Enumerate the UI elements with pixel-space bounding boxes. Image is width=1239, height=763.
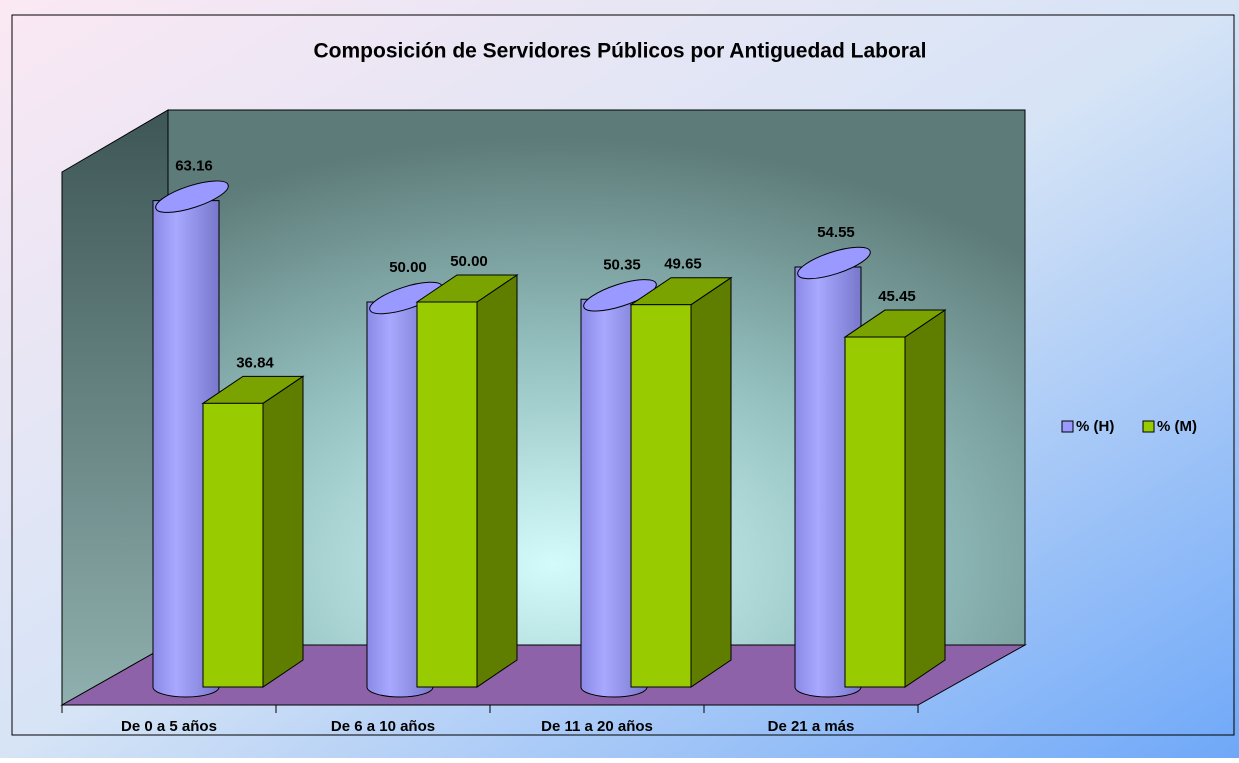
x-tick-label: De 6 a 10 años bbox=[331, 718, 435, 735]
legend-label: % (M) bbox=[1157, 418, 1197, 435]
bar-side bbox=[690, 276, 732, 688]
data-label: 45.45 bbox=[878, 288, 916, 305]
data-label: 63.16 bbox=[175, 158, 213, 175]
bar bbox=[629, 276, 733, 688]
bar bbox=[843, 309, 947, 688]
bar-top bbox=[155, 180, 229, 213]
x-tick-label: De 0 a 5 años bbox=[121, 718, 217, 735]
x-tick-label: De 21 a más bbox=[768, 718, 855, 735]
x-tick-label: De 11 a 20 años bbox=[541, 718, 653, 735]
legend-swatch bbox=[1061, 420, 1074, 433]
bar bbox=[201, 375, 305, 688]
data-label: 50.00 bbox=[389, 259, 427, 276]
bar-side bbox=[904, 309, 946, 688]
legend-swatch bbox=[1142, 420, 1155, 433]
legend: % (H) % (M) bbox=[1061, 418, 1197, 435]
bar-front bbox=[630, 304, 692, 688]
chart-border bbox=[11, 14, 1235, 736]
bar-front bbox=[844, 336, 906, 688]
bar-top bbox=[797, 246, 871, 280]
plot: 63.16 50.00 50.35 54.55 36.84 50.00 49.65 45.45 bbox=[152, 158, 947, 698]
side-wall bbox=[61, 109, 169, 706]
bar-side bbox=[262, 375, 304, 688]
data-label: 49.65 bbox=[664, 256, 702, 273]
bar-side bbox=[476, 274, 518, 688]
data-label: 36.84 bbox=[236, 354, 274, 371]
bar-front bbox=[416, 301, 478, 688]
bar-front bbox=[202, 402, 264, 688]
data-label: 50.35 bbox=[603, 256, 641, 273]
data-label: 54.55 bbox=[817, 224, 855, 241]
data-label: 50.00 bbox=[450, 253, 488, 270]
bar bbox=[415, 274, 519, 688]
chart-title: Composición de Servidores Públicos por A… bbox=[314, 40, 927, 63]
legend-label: % (H) bbox=[1076, 418, 1114, 435]
bar-top bbox=[583, 279, 657, 312]
